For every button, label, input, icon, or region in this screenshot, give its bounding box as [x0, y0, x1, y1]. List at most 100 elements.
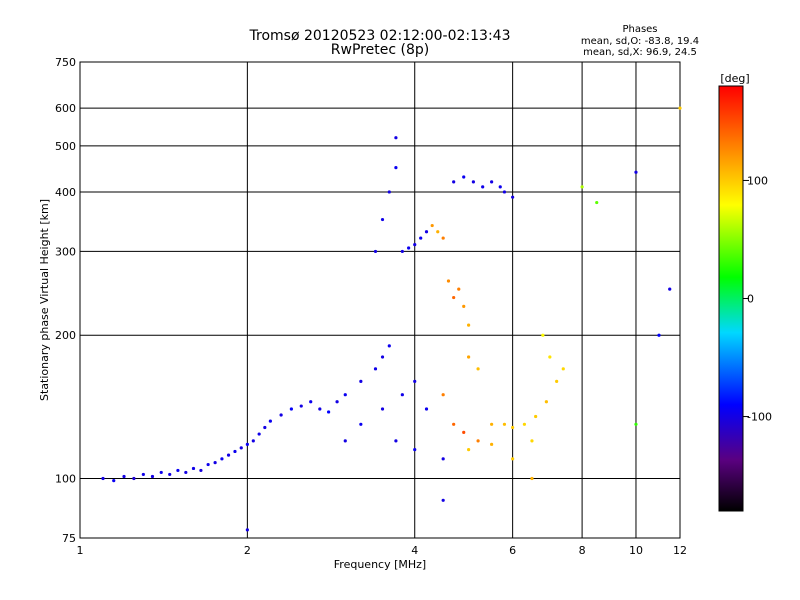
- data-point: [481, 185, 485, 189]
- data-point: [530, 439, 534, 443]
- data-point: [150, 474, 155, 479]
- data-point: [112, 479, 116, 483]
- data-point: [413, 243, 417, 247]
- data-point: [595, 200, 599, 205]
- data-point: [467, 323, 471, 327]
- data-point: [159, 470, 163, 475]
- data-point: [184, 470, 188, 475]
- y-tick-label: 75: [62, 532, 76, 545]
- data-point: [634, 170, 638, 174]
- data-point: [424, 407, 429, 411]
- data-point: [511, 457, 515, 461]
- x-tick-label: 6: [509, 544, 516, 557]
- data-point: [476, 367, 480, 371]
- data-point: [380, 407, 385, 411]
- data-point: [541, 333, 545, 337]
- data-point: [289, 407, 293, 411]
- data-point: [132, 476, 136, 481]
- data-point: [436, 230, 440, 234]
- data-point: [373, 249, 378, 254]
- data-point: [441, 498, 445, 502]
- data-point: [498, 185, 502, 189]
- data-point: [502, 190, 507, 194]
- data-point: [257, 432, 261, 436]
- data-point: [299, 404, 303, 408]
- legend-line-o: mean, sd,O: -83.8, 19.4: [581, 36, 699, 47]
- colorbar-label: [deg]: [720, 72, 749, 85]
- data-point: [441, 393, 445, 397]
- data-point: [233, 449, 237, 454]
- y-axis-label: Stationary phase Virtual Height [km]: [38, 199, 51, 401]
- data-point: [657, 333, 661, 337]
- y-tick-label: 200: [55, 329, 76, 342]
- y-tick-label: 750: [55, 56, 76, 69]
- colorbar-tick-label: 0: [747, 293, 754, 306]
- x-tick-label: 2: [244, 544, 251, 557]
- data-point: [511, 195, 515, 199]
- data-point: [279, 413, 283, 417]
- data-point: [467, 355, 471, 359]
- data-point: [373, 367, 378, 371]
- data-point: [555, 379, 559, 383]
- chart-title: Tromsø 20120523 02:12:00-02:13:43: [249, 28, 511, 44]
- data-point: [101, 476, 105, 481]
- plot-frame: [79, 61, 681, 539]
- data-point: [407, 246, 411, 250]
- data-point: [245, 442, 249, 446]
- data-point: [502, 422, 507, 426]
- colorbar-ticks: 100 0 -100: [743, 174, 772, 424]
- data-point: [511, 425, 515, 430]
- data-point: [359, 422, 363, 426]
- data-point: [548, 355, 552, 359]
- data-point: [544, 400, 548, 404]
- data-point: [199, 468, 203, 473]
- data-points: [101, 106, 682, 532]
- data-point: [522, 422, 527, 426]
- data-point: [476, 439, 480, 443]
- data-point: [359, 379, 363, 383]
- y-tick-label: 100: [55, 473, 76, 486]
- x-axis-label: Frequency [MHz]: [334, 558, 426, 571]
- data-point: [268, 419, 272, 423]
- colorbar: [718, 85, 744, 512]
- data-point: [530, 476, 534, 481]
- x-tick-labels: 1 2 4 6 8 10 12: [77, 544, 688, 557]
- data-point: [419, 236, 423, 240]
- data-point: [441, 236, 445, 240]
- data-point: [387, 190, 391, 194]
- chart-subtitle: RwPretec (8p): [331, 42, 429, 58]
- data-point: [122, 474, 126, 479]
- data-point: [394, 166, 398, 170]
- data-point: [335, 400, 339, 404]
- data-point: [462, 304, 466, 308]
- data-point: [462, 430, 466, 434]
- data-point: [343, 439, 347, 443]
- x-tick-label: 10: [629, 544, 643, 557]
- colorbar-tick-label: 100: [747, 174, 768, 187]
- y-tick-labels: 75 100 200 300 400 500 600 750: [55, 56, 76, 545]
- data-point: [309, 400, 313, 404]
- data-point: [176, 468, 180, 473]
- data-point: [490, 180, 494, 184]
- data-point: [400, 249, 404, 254]
- grid: [80, 62, 680, 538]
- data-point: [343, 393, 347, 397]
- data-point: [141, 472, 145, 477]
- data-point: [413, 448, 417, 452]
- data-point: [394, 439, 398, 443]
- data-point: [327, 410, 331, 414]
- data-point: [400, 393, 404, 397]
- x-tick-label: 12: [673, 544, 687, 557]
- data-point: [534, 414, 538, 419]
- data-point: [251, 439, 255, 443]
- data-point: [191, 466, 196, 471]
- y-tick-label: 500: [55, 140, 76, 153]
- data-point: [580, 185, 584, 189]
- data-point: [457, 287, 461, 291]
- data-point: [380, 355, 385, 359]
- data-point: [452, 422, 456, 426]
- colorbar-tick-label: -100: [747, 411, 772, 424]
- data-point: [490, 422, 494, 426]
- data-point: [634, 422, 638, 426]
